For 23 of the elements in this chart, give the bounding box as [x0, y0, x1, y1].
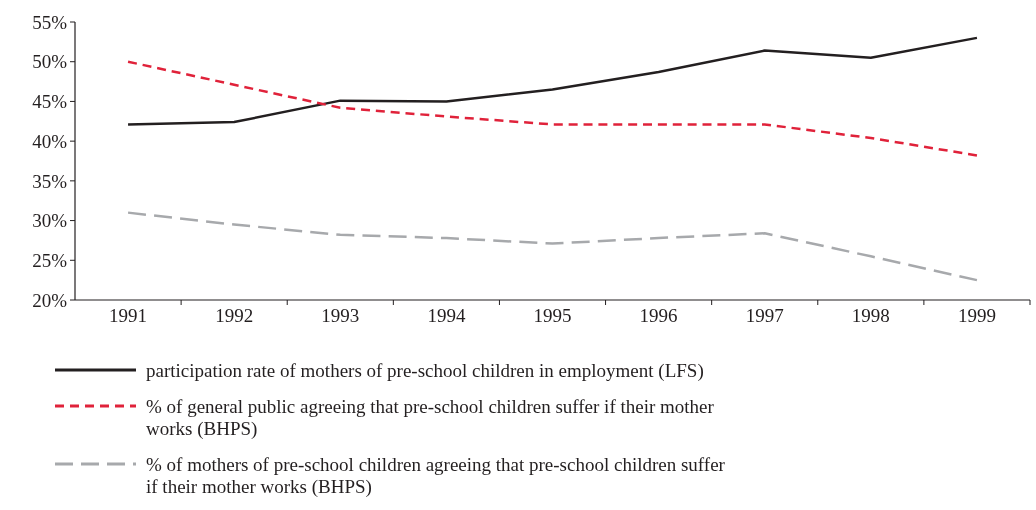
y-tick-label: 20%: [32, 289, 68, 311]
y-tick-label: 55%: [32, 11, 68, 33]
x-tick-label: 1992: [215, 305, 254, 326]
line-series: [126, 211, 979, 282]
legend-label: participation rate of mothers of pre-school children in employment (LFS): [146, 359, 704, 382]
y-tick-label: 30%: [32, 210, 68, 232]
y-tick-label: 50%: [32, 51, 68, 73]
x-tick-label: 1998: [851, 305, 890, 326]
line-series: [126, 36, 979, 126]
x-tick-label: 1995: [533, 305, 572, 326]
legend-label: % of general public agreeing that pre-school children suffer if their mother works (BHPS): [146, 395, 715, 440]
y-tick-label: 40%: [32, 130, 68, 152]
legend-label: % of mothers of pre-school children agreeing that pre-school children suffer if their mother works (BHPS): [146, 453, 726, 498]
x-tick-label: 1993: [321, 305, 360, 326]
x-tick-label: 1997: [745, 305, 784, 326]
y-tick-label: 45%: [32, 91, 68, 113]
x-tick-label: 1994: [427, 305, 466, 326]
line-series: [126, 60, 979, 157]
x-tick-label: 1996: [639, 305, 678, 326]
x-tick-label: 1999: [957, 305, 996, 326]
y-tick-label: 35%: [32, 170, 68, 192]
y-tick-label: 25%: [32, 249, 68, 271]
x-tick-label: 1991: [109, 305, 148, 326]
